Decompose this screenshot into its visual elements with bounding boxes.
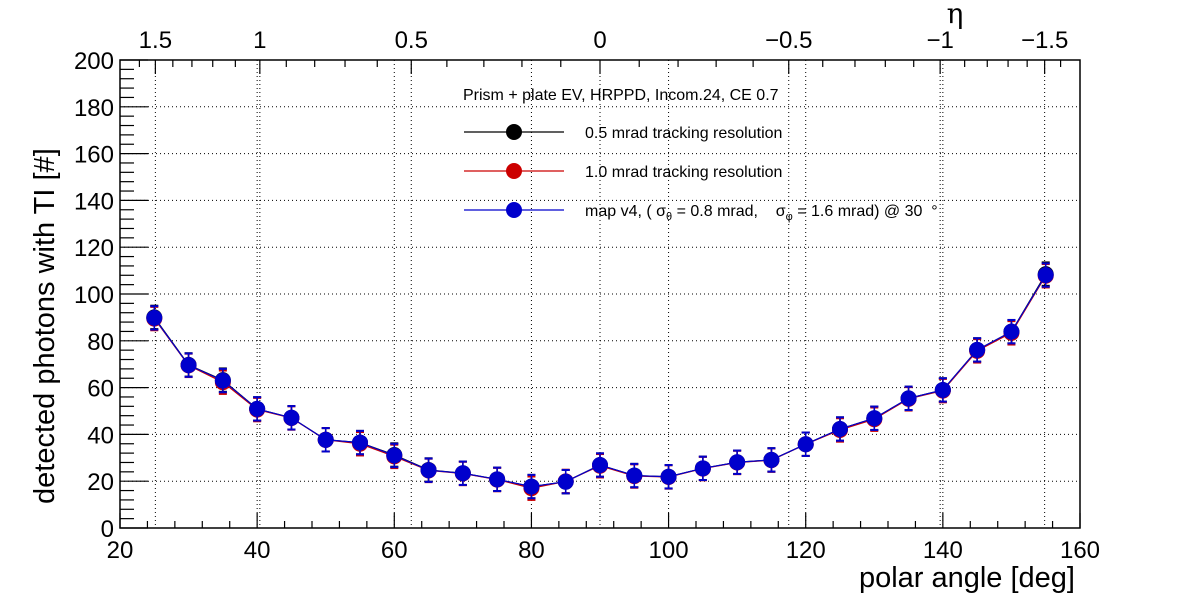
grid-lines xyxy=(120,60,1080,528)
data-point xyxy=(832,421,848,438)
legend-label-part: map v4, ( σ xyxy=(585,203,666,220)
y-axis-title: detected photons with TI [#] xyxy=(29,148,61,504)
legend-title: Prism + plate EV, HRPPD, Incom.24, CE 0.… xyxy=(463,87,779,104)
y-tick-label: 80 xyxy=(87,329,114,356)
data-point xyxy=(283,409,300,426)
axes: 20 40 60 80 100 120 140 16002040608010012014016… xyxy=(74,27,1100,564)
legend-entry-2: 1.0 mrad tracking resolution xyxy=(464,163,782,181)
legend-subscript: θ xyxy=(666,211,672,223)
y-tick-label: 200 xyxy=(74,48,114,75)
data-point xyxy=(866,410,883,427)
y-tick-label: 40 xyxy=(87,422,114,449)
data-point xyxy=(934,381,951,398)
legend-label: 1.0 mrad tracking resolution xyxy=(585,164,782,181)
y-tick-label: 180 xyxy=(74,95,114,122)
x-axis-title: polar angle [deg] xyxy=(859,562,1075,594)
data-point xyxy=(523,478,540,495)
x-tick-label: 40 xyxy=(244,537,271,564)
data-point xyxy=(557,473,574,490)
data-point xyxy=(626,467,643,484)
eta-tick-label: 0.5 xyxy=(395,27,428,54)
data-series xyxy=(146,261,1054,501)
data-point xyxy=(420,462,437,479)
legend-entry-3: map v4, ( σθ = 0.8 mrad, σφ = 1.6 mrad) … xyxy=(464,202,938,223)
x-tick-label: 140 xyxy=(923,537,963,564)
y-tick-label: 0 xyxy=(101,516,114,543)
data-point xyxy=(489,471,506,488)
legend: Prism + plate EV, HRPPD, Incom.24, CE 0.… xyxy=(463,87,938,223)
legend-marker xyxy=(506,202,522,218)
data-point xyxy=(454,465,471,482)
data-point xyxy=(249,400,266,417)
legend-subscript: φ xyxy=(786,211,793,223)
top-axis-title: η xyxy=(947,0,964,30)
legend-marker xyxy=(506,163,522,179)
y-tick-label: 140 xyxy=(74,188,114,215)
eta-tick-label: −0.5 xyxy=(765,27,812,54)
eta-tick-label: −1 xyxy=(926,27,953,54)
y-tick-label: 160 xyxy=(74,142,114,169)
data-point xyxy=(660,468,677,485)
legend-marker xyxy=(506,124,522,140)
legend-label-part: = 1.6 mrad) @ 30 ° xyxy=(793,203,938,220)
x-tick-label: 160 xyxy=(1060,537,1100,564)
data-point xyxy=(763,451,780,468)
legend-label-part: = 0.8 mrad, σ xyxy=(672,203,786,220)
data-point xyxy=(592,457,608,474)
data-point xyxy=(214,372,231,389)
x-tick-label: 120 xyxy=(786,537,826,564)
data-point xyxy=(729,454,746,471)
eta-tick-label: 1.5 xyxy=(139,27,172,54)
y-tick-label: 60 xyxy=(87,376,114,403)
data-point xyxy=(317,431,334,448)
data-point xyxy=(386,447,403,464)
data-point xyxy=(900,390,917,407)
data-point xyxy=(797,436,814,453)
data-point xyxy=(969,341,986,358)
data-point xyxy=(694,460,711,477)
x-tick-label: 100 xyxy=(649,537,689,564)
legend-label: map v4, ( σθ = 0.8 mrad, σφ = 1.6 mrad) … xyxy=(585,203,938,223)
y-tick-label: 20 xyxy=(87,469,114,496)
y-tick-label: 100 xyxy=(74,282,114,309)
x-tick-label: 60 xyxy=(381,537,408,564)
eta-tick-label: −1.5 xyxy=(1021,27,1068,54)
eta-tick-label: 1 xyxy=(253,27,266,54)
legend-entry-1: 0.5 mrad tracking resolution xyxy=(464,124,782,142)
series-3 xyxy=(146,262,1054,500)
data-point xyxy=(1037,267,1054,284)
data-point xyxy=(352,434,368,451)
x-tick-label: 20 xyxy=(107,537,134,564)
data-point xyxy=(146,309,163,326)
x-tick-label: 80 xyxy=(518,537,545,564)
data-point xyxy=(1003,323,1020,340)
legend-label: 0.5 mrad tracking resolution xyxy=(585,125,782,142)
data-point xyxy=(180,357,197,374)
eta-tick-label: 0 xyxy=(593,27,606,54)
y-tick-label: 120 xyxy=(74,235,114,262)
